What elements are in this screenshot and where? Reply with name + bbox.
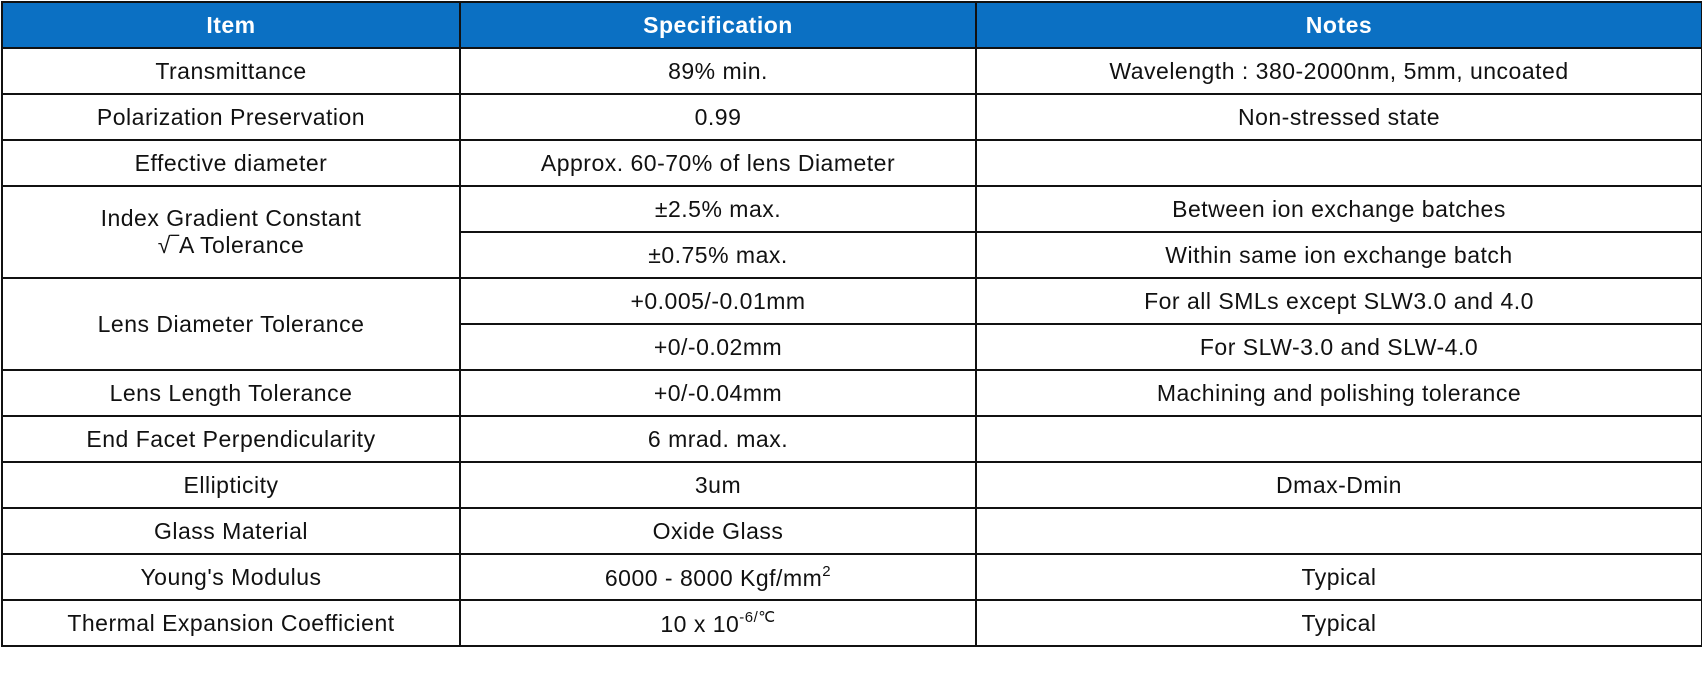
item-cell: Transmittance — [1, 47, 461, 95]
notes-text: Between ion exchange batches — [1172, 195, 1506, 222]
spec-cell: Oxide Glass — [459, 507, 977, 555]
spec-cell: 6000 - 8000 Kgf/mm2 — [459, 553, 977, 601]
item-text: End Facet Perpendicularity — [86, 425, 376, 452]
notes-cell: Between ion exchange batches — [975, 185, 1702, 233]
table-row: Glass Material Oxide Glass — [1, 507, 1702, 555]
notes-cell: Dmax-Dmin — [975, 461, 1702, 509]
notes-cell: For all SMLs except SLW3.0 and 4.0 — [975, 277, 1702, 325]
table-row: Effective diameter Approx. 60-70% of lens… — [1, 139, 1702, 187]
spec-text: +0/-0.02mm — [653, 333, 783, 360]
item-cell: Ellipticity — [1, 461, 461, 509]
item-cell: Glass Material — [1, 507, 461, 555]
item-line: Index Gradient Constant — [100, 205, 362, 231]
spec-superscript: -6/℃ — [739, 609, 776, 626]
table-row: Transmittance 89% min. Wavelength : 380-20… — [1, 47, 1702, 95]
item-text: Ellipticity — [183, 471, 279, 498]
spec-text: ±2.5% max. — [654, 195, 782, 222]
header-cell: Item — [1, 1, 461, 49]
item-cell: Young's Modulus — [1, 553, 461, 601]
item-cell: Polarization Preservation — [1, 93, 461, 141]
item-text: Young's Modulus — [140, 563, 322, 590]
table-row: Polarization Preservation 0.99 Non-stresse… — [1, 93, 1702, 141]
table-row: Young's Modulus 6000 - 8000 Kgf/mm2 Typica… — [1, 553, 1702, 601]
item-cell: Lens Diameter Tolerance — [1, 277, 461, 371]
notes-text: Typical — [1301, 563, 1377, 590]
item-text: Polarization Preservation — [96, 103, 366, 130]
spec-text: +0/-0.04mm — [653, 379, 783, 406]
item-cell: End Facet Perpendicularity — [1, 415, 461, 463]
spec-text: +0.005/-0.01mm — [630, 287, 806, 314]
notes-cell: Non-stressed state — [975, 93, 1702, 141]
notes-cell: Typical — [975, 599, 1702, 647]
table-row: Lens Length Tolerance +0/-0.04mm Machining… — [1, 369, 1702, 417]
notes-cell: Wavelength : 380-2000nm, 5mm, uncoated — [975, 47, 1702, 95]
notes-text: Dmax-Dmin — [1276, 471, 1402, 498]
notes-cell — [975, 415, 1702, 463]
spec-table: Item Specification Notes Transmittance 89% … — [1, 1, 1702, 647]
spec-superscript: 2 — [822, 562, 832, 580]
item-text: Lens Diameter Tolerance — [97, 310, 365, 337]
notes-cell: Within same ion exchange batch — [975, 231, 1702, 279]
item-cell: Thermal Expansion Coefficient — [1, 599, 461, 647]
table-row: End Facet Perpendicularity 6 mrad. max. — [1, 415, 1702, 463]
spec-text: 0.99 — [694, 103, 742, 130]
spec-cell: +0.005/-0.01mm — [459, 277, 977, 325]
table-row: Index Gradient Constant √‾A Tolerance ±2.5… — [1, 185, 1702, 279]
spec-cell: +0/-0.04mm — [459, 369, 977, 417]
notes-text: Within same ion exchange batch — [1165, 241, 1513, 268]
spec-text: Approx. 60-70% of lens Diameter — [540, 149, 896, 176]
item-text: Lens Length Tolerance — [109, 379, 353, 406]
table-row: ±0.75% max. Within same ion exchange batc… — [2, 231, 1702, 279]
table-row: Lens Diameter Tolerance +0.005/-0.01mm For… — [1, 277, 1702, 371]
notes-text: Non-stressed state — [1237, 103, 1441, 130]
header-row: Item Specification Notes — [1, 1, 1702, 49]
notes-cell: Machining and polishing tolerance — [975, 369, 1702, 417]
item-text: Transmittance — [155, 57, 307, 84]
spec-cell: 6 mrad. max. — [459, 415, 977, 463]
item-text: Effective diameter — [134, 149, 328, 176]
table-body: Transmittance 89% min. Wavelength : 380-20… — [1, 47, 1702, 647]
spec-text: Oxide Glass — [652, 517, 784, 544]
notes-text: For SLW-3.0 and SLW-4.0 — [1199, 333, 1479, 360]
table-row: Thermal Expansion Coefficient 10 x 10-6/℃… — [1, 599, 1702, 647]
spec-cell: +0/-0.02mm — [459, 323, 977, 371]
spec-text: 6 mrad. max. — [647, 425, 789, 452]
item-line: √‾A Tolerance — [157, 232, 305, 258]
spec-text: 6000 - 8000 Kgf/mm — [604, 564, 823, 591]
spec-text: 89% min. — [668, 57, 768, 84]
spec-cell: Approx. 60-70% of lens Diameter — [459, 139, 977, 187]
notes-text: Wavelength : 380-2000nm, 5mm, uncoated — [1109, 57, 1569, 84]
notes-cell: For SLW-3.0 and SLW-4.0 — [975, 323, 1702, 371]
item-cell: Index Gradient Constant √‾A Tolerance — [1, 185, 461, 279]
spec-text: 3um — [694, 471, 742, 498]
item-cell: Lens Length Tolerance — [1, 369, 461, 417]
item-text: Thermal Expansion Coefficient — [67, 609, 395, 636]
item-text: Glass Material — [154, 517, 308, 544]
spec-cell: ±2.5% max. — [459, 185, 977, 233]
notes-text: For all SMLs except SLW3.0 and 4.0 — [1144, 287, 1534, 314]
notes-text: Machining and polishing tolerance — [1156, 379, 1522, 406]
spec-cell: 0.99 — [459, 93, 977, 141]
notes-text: Typical — [1301, 609, 1377, 636]
notes-cell: Typical — [975, 553, 1702, 601]
table-row: Ellipticity 3um Dmax-Dmin — [1, 461, 1702, 509]
spec-cell: ±0.75% max. — [459, 231, 977, 279]
header-cell: Notes — [975, 1, 1702, 49]
spec-text: ±0.75% max. — [648, 241, 788, 268]
spec-cell: 3um — [459, 461, 977, 509]
spec-cell: 10 x 10-6/℃ — [459, 599, 977, 647]
item-cell: Effective diameter — [1, 139, 461, 187]
notes-cell — [975, 139, 1702, 187]
spec-text: 10 x 10 — [660, 611, 740, 637]
header-cell: Specification — [459, 1, 977, 49]
notes-cell — [975, 507, 1702, 555]
spec-cell: 89% min. — [459, 47, 977, 95]
table-row: +0/-0.02mm For SLW-3.0 and SLW-4.0 — [2, 323, 1702, 371]
